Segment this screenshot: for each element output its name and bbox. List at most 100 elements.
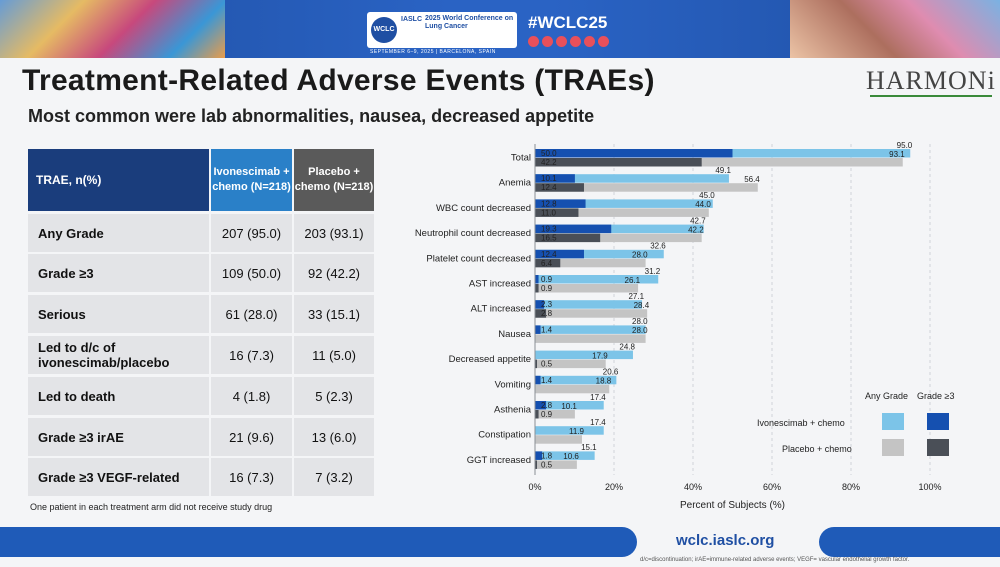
placebo-any-bar: [535, 284, 639, 293]
iaslc-badge-icon: WCLC: [371, 17, 397, 43]
placebo-g3-bar: [535, 460, 537, 469]
ivo-g3-label: 50.0: [541, 149, 557, 158]
ivo-any-bar: [535, 224, 704, 234]
abbreviations-note: d/c=discontinuation; irAE=immune-related…: [640, 557, 910, 563]
ivo-g3-bar: [535, 375, 541, 385]
placebo-g3-bar: [535, 208, 579, 217]
ivo-g3-label: 2.8: [541, 401, 553, 410]
conference-logo: WCLC IASLC 2025 World Conference on Lung…: [367, 12, 517, 48]
category-label: WBC count decreased: [436, 203, 531, 214]
legend-swatch-ivo-g3: [927, 413, 949, 430]
placebo-any-bar: [535, 309, 648, 318]
ivo-any-label: 20.6: [603, 368, 619, 377]
chart-legend: Any Grade Grade ≥3 Ivonescimab + chemo P…: [745, 388, 985, 468]
table-header: TRAE, n(%) Ivonescimab + chemo (N=218) P…: [28, 149, 374, 211]
table-row: Led to death 4 (1.8) 5 (2.3): [28, 377, 374, 415]
placebo-g3-label: 16.5: [541, 234, 557, 243]
x-tick-label: 80%: [842, 482, 860, 492]
ivo-any-label: 49.1: [715, 166, 731, 175]
legend-col-any: Any Grade: [865, 391, 909, 401]
placebo-g3-bar: [535, 284, 539, 293]
ivo-any-label: 95.0: [897, 141, 913, 150]
ivo-any-label: 27.1: [628, 292, 644, 301]
ivo-g3-bar: [535, 275, 539, 284]
legend-placebo: Placebo + chemo: [782, 444, 852, 454]
social-icons: [528, 36, 609, 47]
ivo-g3-label: 12.8: [541, 199, 557, 208]
row-label: Led to death: [28, 377, 209, 415]
placebo-any-bar: [535, 435, 583, 444]
legend-swatch-placebo-g3: [927, 439, 949, 456]
placebo-g3-label: 0.5: [541, 460, 553, 469]
legend-ivo: Ivonescimab + chemo: [757, 418, 845, 428]
ivo-any-bar: [535, 375, 617, 385]
category-label: AST increased: [469, 279, 531, 290]
placebo-g3-bar: [535, 233, 601, 243]
placebo-value: 33 (15.1): [294, 295, 374, 333]
placebo-any-label: 11.9: [569, 427, 585, 436]
ivo-any-label: 32.6: [650, 242, 666, 251]
placebo-g3-label: 2.8: [541, 309, 553, 318]
ivo-any-bar: [535, 426, 604, 435]
ivo-value: 4 (1.8): [211, 377, 292, 415]
placebo-any-bar: [535, 460, 577, 469]
placebo-any-label: 28.0: [632, 326, 648, 335]
header-trae: TRAE, n(%): [28, 149, 209, 211]
slide-title: Treatment-Related Adverse Events (TRAEs): [22, 64, 655, 97]
placebo-g3-label: 0.9: [541, 284, 553, 293]
placebo-g3-bar: [535, 309, 547, 318]
table-row: Grade ≥3 VEGF-related 16 (7.3) 7 (3.2): [28, 458, 374, 496]
youtube-icon[interactable]: [584, 36, 595, 47]
ivo-g3-bar: [535, 451, 543, 460]
category-label: ALT increased: [471, 304, 531, 315]
placebo-any-label: 18.8: [596, 377, 612, 386]
instagram-icon[interactable]: [570, 36, 581, 47]
ivo-g3-label: 0.9: [541, 275, 553, 284]
placebo-any-bar: [535, 158, 903, 167]
placebo-any-label: 28.4: [634, 301, 650, 310]
banner-photo-right: [790, 0, 1000, 58]
ivo-value: 16 (7.3): [211, 458, 292, 496]
placebo-g3-label: 6.4: [541, 259, 553, 268]
ivo-g3-label: 12.4: [541, 250, 557, 259]
category-label: Neutrophil count decreased: [415, 228, 531, 239]
linkedin-icon[interactable]: [542, 36, 553, 47]
placebo-any-label: 44.0: [695, 200, 711, 209]
footer-url[interactable]: wclc.iaslc.org: [676, 532, 775, 549]
placebo-g3-bar: [535, 359, 537, 369]
ivo-g3-bar: [535, 325, 541, 334]
slide-subtitle: Most common were lab abnormalities, naus…: [28, 106, 595, 126]
ivo-any-bar: [535, 451, 595, 460]
placebo-any-label: 17.9: [592, 351, 608, 360]
ivo-g3-label: 1.8: [541, 451, 553, 460]
category-label: Platelet count decreased: [426, 253, 531, 264]
facebook-icon[interactable]: [528, 36, 539, 47]
placebo-any-bar: [535, 334, 646, 343]
placebo-g3-bar: [535, 183, 584, 192]
placebo-any-bar: [535, 410, 575, 419]
x-icon[interactable]: [556, 36, 567, 47]
trae-table: TRAE, n(%) Ivonescimab + chemo (N=218) P…: [28, 149, 374, 496]
table-row: Serious 61 (28.0) 33 (15.1): [28, 295, 374, 333]
ivo-any-label: 17.4: [590, 418, 606, 427]
share-icon[interactable]: [598, 36, 609, 47]
ivo-any-label: 31.2: [645, 267, 661, 276]
ivo-value: 207 (95.0): [211, 214, 292, 252]
conference-name: 2025 World Conference on Lung Cancer: [425, 15, 514, 30]
placebo-g3-bar: [535, 158, 702, 167]
ivo-g3-label: 10.1: [541, 174, 557, 183]
placebo-any-label: 42.2: [688, 225, 704, 234]
row-label: Serious: [28, 295, 209, 333]
placebo-any-bar: [535, 208, 709, 217]
ivo-any-label: 17.4: [590, 393, 606, 402]
placebo-any-label: 93.1: [889, 150, 905, 159]
ivo-value: 61 (28.0): [211, 295, 292, 333]
placebo-g3-label: 0.9: [541, 410, 553, 419]
ivo-g3-bar: [535, 224, 612, 234]
ivo-g3-label: 19.3: [541, 225, 557, 234]
x-tick-label: 40%: [684, 482, 702, 492]
row-label: Grade ≥3 irAE: [28, 418, 209, 456]
ivo-g3-bar: [535, 300, 545, 309]
ivo-g3-label: 1.4: [541, 376, 553, 385]
